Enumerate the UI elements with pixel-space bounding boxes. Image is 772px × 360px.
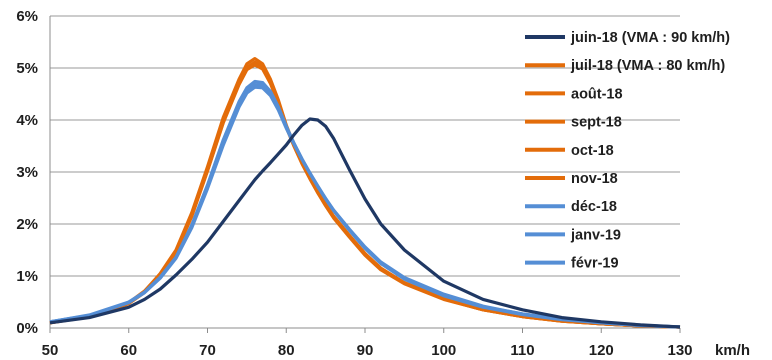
legend-label: août-18 <box>571 86 623 102</box>
series-lines <box>49 57 681 329</box>
x-tick-label: 130 <box>667 342 692 359</box>
y-tick-label: 2% <box>16 216 38 233</box>
legend-label: juil-18 (VMA : 80 km/h) <box>570 58 725 74</box>
y-tick-label: 4% <box>16 112 38 129</box>
x-tick-label: 70 <box>199 342 216 359</box>
legend: juin-18 (VMA : 90 km/h) juil-18 (VMA : 80… <box>525 30 730 272</box>
x-tick-label: 100 <box>431 342 456 359</box>
y-tick-label: 6% <box>16 8 38 25</box>
x-tick-label: 50 <box>42 342 59 359</box>
legend-label: juin-18 (VMA : 90 km/h) <box>570 30 730 46</box>
x-tick-label: 120 <box>589 342 614 359</box>
x-tick-label: 110 <box>510 342 534 359</box>
gridlines <box>50 15 680 277</box>
legend-label: nov-18 <box>571 171 618 187</box>
series-line-0 <box>49 117 681 329</box>
y-tick-label: 0% <box>16 320 38 337</box>
legend-label: déc-18 <box>571 199 617 215</box>
legend-label: janv-19 <box>570 227 621 243</box>
legend-label: févr-19 <box>571 256 619 272</box>
tick-labels: 0% 1% 2% 3% 4% 5% 6% 50 60 70 80 90 100 110 120 130 <box>16 8 692 359</box>
x-axis-unit-label: km/h <box>715 342 750 359</box>
y-tick-label: 5% <box>16 60 38 77</box>
x-tick-label: 80 <box>278 342 295 359</box>
x-tick-label: 90 <box>357 342 374 359</box>
series-line-5 <box>49 61 681 329</box>
series-line-4 <box>49 62 681 329</box>
series-line-8 <box>49 85 681 329</box>
x-tick-label: 60 <box>120 342 137 359</box>
axes <box>49 16 681 333</box>
legend-label: sept-18 <box>571 115 622 131</box>
legend-label: oct-18 <box>571 143 614 159</box>
y-tick-label: 1% <box>16 268 38 285</box>
y-tick-label: 3% <box>16 164 38 181</box>
